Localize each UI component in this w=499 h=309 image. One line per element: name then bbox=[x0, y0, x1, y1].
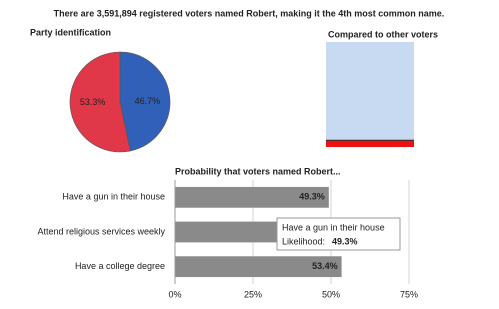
x-tick-label: 50% bbox=[322, 289, 340, 299]
stack-segment bbox=[326, 139, 414, 141]
slice-label: 53.3% bbox=[80, 97, 106, 107]
tooltip-box bbox=[276, 217, 401, 251]
category-label: Have a college degree bbox=[75, 261, 165, 271]
pie-slice bbox=[69, 51, 131, 153]
stack-segment bbox=[326, 42, 414, 140]
value-label: 49.3% bbox=[299, 192, 325, 202]
chart-title: Party identification bbox=[30, 27, 111, 37]
slice-label: 46.7% bbox=[135, 96, 161, 106]
bar bbox=[175, 186, 329, 208]
pie-slice bbox=[119, 51, 171, 152]
x-tick-label: 75% bbox=[400, 289, 418, 299]
bar bbox=[175, 256, 342, 278]
tooltip-value: 49.3% bbox=[332, 236, 358, 246]
value-label: 53.4% bbox=[312, 261, 338, 271]
x-tick-label: 0% bbox=[168, 289, 181, 299]
tooltip-title: Have a gun in their house bbox=[282, 222, 385, 232]
category-label: Have a gun in their house bbox=[62, 192, 165, 202]
tooltip-label: Likelihood: bbox=[282, 236, 325, 246]
x-tick-label: 25% bbox=[244, 289, 262, 299]
category-label: Attend religious services weekly bbox=[37, 226, 165, 236]
stack-segment bbox=[326, 140, 414, 147]
chart-title: Compared to other voters bbox=[328, 29, 438, 39]
chart-title: Probability that voters named Robert... bbox=[175, 166, 341, 176]
headline: There are 3,591,894 registered voters na… bbox=[54, 8, 445, 18]
